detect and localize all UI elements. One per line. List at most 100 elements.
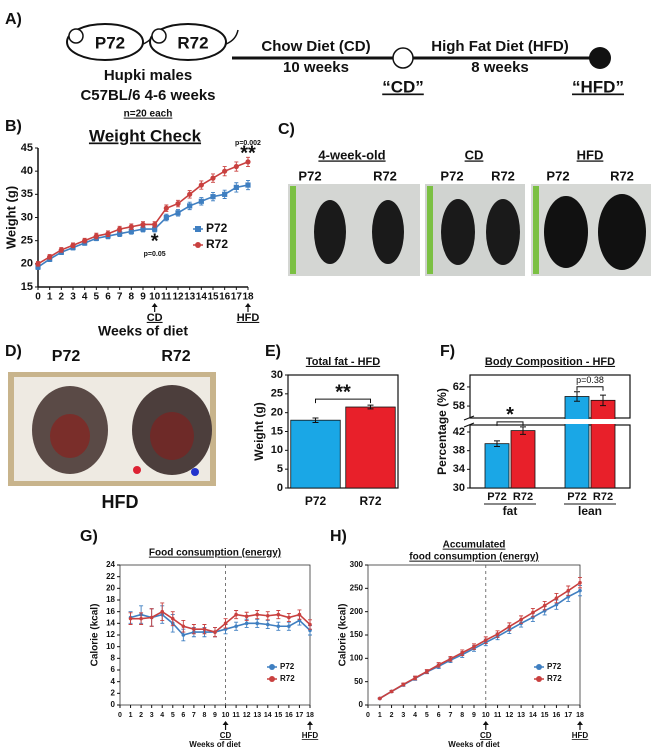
data-point <box>507 624 512 629</box>
mouse-label: P72 <box>298 168 321 183</box>
axis-break-mark <box>463 415 475 428</box>
data-point <box>255 612 260 617</box>
y-axis-label: Weight (g) <box>3 186 18 249</box>
data-point <box>152 226 158 232</box>
x-marker-label: HFD <box>302 731 319 740</box>
x-tick-label: 4 <box>82 292 88 303</box>
data-point <box>244 614 249 619</box>
marker-arrowhead <box>245 303 251 307</box>
chart-title: Food consumption (energy) <box>149 548 281 559</box>
x-tick-label: 13 <box>253 712 261 719</box>
mouse-label: P72 <box>52 348 81 365</box>
timepoint <box>392 47 414 69</box>
bar <box>345 406 396 489</box>
y-tick-label: 10 <box>271 444 283 456</box>
panel-label: A) <box>5 11 22 28</box>
data-point <box>223 621 228 626</box>
x-axis-label: Weeks of diet <box>98 323 188 339</box>
phase-label: High Fat Diet (HFD) <box>431 38 568 55</box>
data-point <box>472 644 476 649</box>
data-point <box>149 615 154 620</box>
plot-frame <box>469 374 631 419</box>
data-point <box>35 261 41 267</box>
photo-caption: HFD <box>102 492 139 512</box>
data-point <box>287 615 291 620</box>
data-point <box>425 669 429 674</box>
x-tick-label: 4 <box>160 712 164 719</box>
photo <box>8 372 216 486</box>
data-point <box>58 247 64 253</box>
data-point <box>287 624 291 629</box>
x-marker-label: HFD <box>572 731 589 740</box>
legend-label: R72 <box>547 674 562 683</box>
data-point <box>401 682 406 687</box>
panel-label: D) <box>5 343 22 360</box>
x-tick-label: 16 <box>285 712 293 719</box>
mouse-label: R72 <box>177 33 208 52</box>
series-line <box>130 610 311 633</box>
chart-title: Weight Check <box>89 126 202 145</box>
x-tick-label: 6 <box>181 712 185 719</box>
x-tick-label: 5 <box>171 712 175 719</box>
data-point <box>413 676 417 680</box>
x-tick-label: 3 <box>70 292 76 303</box>
x-tick-label: R72 <box>513 491 533 503</box>
x-marker-label: CD <box>220 731 232 740</box>
x-marker-label: CD <box>147 312 163 324</box>
data-point <box>117 231 123 237</box>
data-point <box>255 621 260 626</box>
y-tick-label: 30 <box>271 369 283 381</box>
y-tick-label: 200 <box>350 607 364 616</box>
x-tick-label: 10 <box>222 712 230 719</box>
x-tick-label: 1 <box>129 712 133 719</box>
phase-duration: 8 weeks <box>471 59 529 76</box>
y-tick-label: 300 <box>350 560 364 569</box>
y-tick-label: 30 <box>453 482 465 494</box>
x-marker-label: CD <box>480 731 492 740</box>
x-tick-label: 12 <box>172 292 184 303</box>
panel-label: G) <box>80 528 98 545</box>
data-point <box>70 242 76 248</box>
photo <box>425 184 525 276</box>
mouse-label: R72 <box>491 168 515 183</box>
x-tick-label: 7 <box>448 712 452 719</box>
x-tick-label: 9 <box>472 712 476 719</box>
legend-marker <box>269 676 275 682</box>
group-text: Hupki males <box>104 67 192 84</box>
timepoint <box>589 47 611 69</box>
legend-marker <box>195 242 201 248</box>
x-tick-label: P72 <box>305 494 327 508</box>
chart-title: Body Composition - HFD <box>485 356 615 368</box>
data-point <box>436 663 441 667</box>
data-point <box>483 638 488 642</box>
y-tick-label: 45 <box>21 142 33 154</box>
group-text: n=20 each <box>124 109 173 120</box>
y-tick-label: 24 <box>106 560 115 569</box>
marker-arrowhead <box>222 721 229 725</box>
data-point <box>210 194 216 200</box>
panel-label: H) <box>330 528 347 545</box>
y-tick-label: 15 <box>271 425 283 437</box>
data-point <box>93 233 99 239</box>
x-tick-label: 8 <box>129 292 135 303</box>
x-tick-label: 15 <box>274 712 282 719</box>
x-tick-label: R72 <box>593 491 613 503</box>
y-tick-label: 25 <box>21 235 33 247</box>
data-point <box>192 627 196 631</box>
x-tick-label: 3 <box>401 712 405 719</box>
data-point <box>163 214 169 221</box>
data-point <box>244 621 249 626</box>
y-axis-label: Calorie (kcal) <box>338 604 349 667</box>
series-line <box>379 582 581 700</box>
y-axis-label: Weight (g) <box>252 402 266 460</box>
x-tick-label: 0 <box>35 292 41 303</box>
y-tick-label: 20 <box>106 583 115 592</box>
x-tick-label: 12 <box>505 712 513 719</box>
data-point <box>531 610 535 615</box>
legend-label: R72 <box>206 237 228 251</box>
x-tick-label: 17 <box>231 292 243 303</box>
x-tick-label: 16 <box>553 712 561 719</box>
data-point <box>198 198 204 204</box>
x-tick-label: 6 <box>105 292 111 303</box>
chart-title: Total fat - HFD <box>306 356 380 368</box>
